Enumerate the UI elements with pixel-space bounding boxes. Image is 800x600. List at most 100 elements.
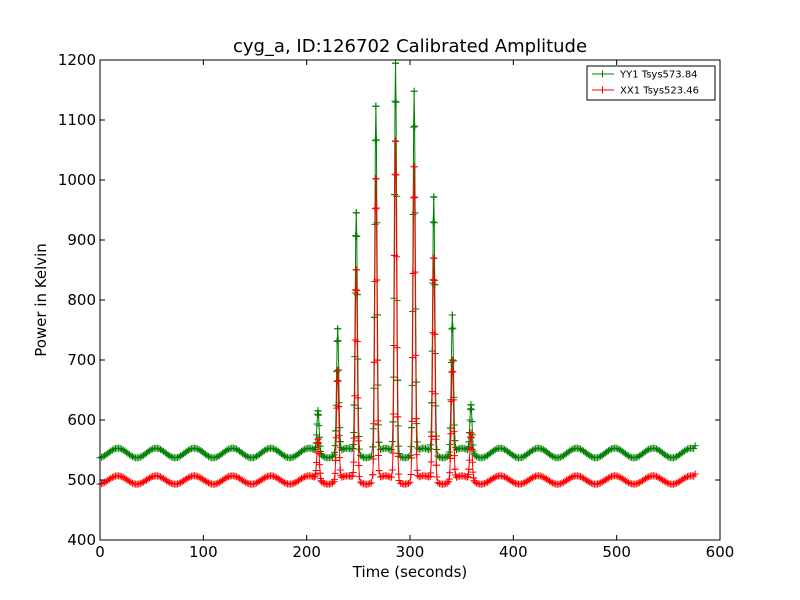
data-point-marker: [530, 473, 538, 481]
data-point-marker: [587, 453, 595, 461]
data-point-marker: [270, 445, 278, 453]
data-point-marker: [372, 204, 380, 212]
data-point-marker: [270, 472, 278, 480]
data-point-marker: [394, 413, 402, 421]
data-point-marker: [614, 472, 622, 480]
data-point-marker: [445, 475, 453, 483]
data-point-marker: [435, 453, 443, 461]
data-point-marker: [118, 473, 126, 481]
data-point-marker: [663, 452, 671, 460]
data-point-marker: [147, 473, 155, 481]
y-tick-label: 1100: [58, 111, 96, 129]
data-point-marker: [110, 445, 118, 453]
data-point-marker: [680, 474, 688, 482]
data-point-marker: [614, 445, 622, 453]
data-point-marker: [301, 473, 309, 481]
data-point-marker: [331, 448, 339, 456]
data-point-marker: [347, 445, 355, 453]
data-point-marker: [466, 433, 474, 441]
data-point-marker: [453, 473, 460, 481]
data-point-marker: [334, 366, 342, 374]
data-point-marker: [203, 478, 211, 486]
data-point-marker: [222, 474, 230, 482]
data-point-marker: [155, 472, 163, 480]
data-point-marker: [127, 452, 135, 460]
data-point-marker: [231, 445, 239, 453]
data-point-marker: [411, 193, 419, 201]
data-point-marker: [691, 470, 699, 478]
data-point-marker: [406, 478, 414, 486]
data-point-marker: [518, 480, 526, 488]
data-point-marker: [569, 445, 577, 453]
data-point-marker: [243, 479, 251, 487]
data-point-marker: [373, 276, 381, 284]
data-point-marker: [231, 472, 239, 480]
data-point-marker: [434, 479, 442, 487]
data-point-marker: [352, 232, 360, 240]
data-point-marker: [397, 479, 405, 487]
x-tick-label: 200: [292, 543, 321, 561]
data-point-marker: [315, 422, 323, 430]
data-point-marker: [410, 87, 418, 95]
data-point-marker: [394, 452, 402, 460]
data-point-marker: [125, 477, 133, 485]
data-point-marker: [427, 441, 435, 449]
data-point-marker: [671, 480, 679, 488]
data-point-marker: [538, 445, 546, 453]
data-point-marker: [311, 443, 319, 451]
data-point-marker: [336, 424, 344, 432]
data-point-marker: [384, 445, 392, 453]
data-point-marker: [626, 479, 634, 487]
data-point-marker: [465, 465, 473, 473]
data-point-marker: [108, 446, 116, 454]
data-point-marker: [135, 454, 143, 462]
data-point-marker: [335, 432, 343, 440]
data-point-marker: [373, 356, 381, 364]
data-point-marker: [493, 445, 501, 453]
data-point-marker: [372, 175, 380, 183]
data-point-marker: [443, 479, 451, 487]
data-point-marker: [331, 469, 339, 477]
data-point-marker: [556, 480, 564, 488]
data-point-marker: [262, 473, 270, 481]
data-point-marker: [432, 461, 440, 469]
data-point-marker: [615, 473, 623, 481]
data-point-marker: [632, 453, 640, 461]
data-point-marker: [673, 479, 681, 487]
data-point-marker: [392, 59, 400, 67]
data-point-marker: [451, 465, 459, 473]
data-point-marker: [431, 390, 439, 398]
data-point-marker: [301, 445, 309, 453]
data-point-marker: [547, 451, 555, 459]
data-point-marker: [167, 453, 175, 461]
data-point-marker: [460, 445, 468, 453]
data-point-marker: [587, 479, 595, 487]
data-point-marker: [352, 266, 360, 274]
data-point-marker: [426, 445, 434, 453]
y-tick-label: 700: [67, 351, 96, 369]
data-point-marker: [98, 453, 106, 461]
data-point-marker: [467, 401, 475, 409]
data-point-marker: [549, 452, 557, 460]
data-point-marker: [358, 479, 366, 487]
data-point-marker: [355, 432, 363, 440]
x-axis-label: Time (seconds): [352, 563, 468, 581]
data-point-marker: [338, 473, 346, 481]
data-point-marker: [280, 479, 288, 487]
data-point-marker: [404, 453, 412, 461]
data-point-marker: [335, 403, 343, 411]
data-point-marker: [454, 473, 462, 481]
data-point-marker: [410, 194, 418, 202]
data-point-marker: [430, 219, 438, 227]
data-point-marker: [468, 418, 476, 426]
legend-box: [586, 65, 716, 101]
data-point-marker: [393, 253, 401, 261]
legend-swatch-marker: [599, 70, 606, 78]
data-point-marker: [314, 407, 322, 415]
data-point-marker: [354, 394, 362, 402]
data-point-marker: [446, 469, 454, 477]
x-tick-label: 300: [396, 543, 425, 561]
data-point-marker: [569, 473, 577, 481]
data-point-marker: [536, 444, 544, 452]
